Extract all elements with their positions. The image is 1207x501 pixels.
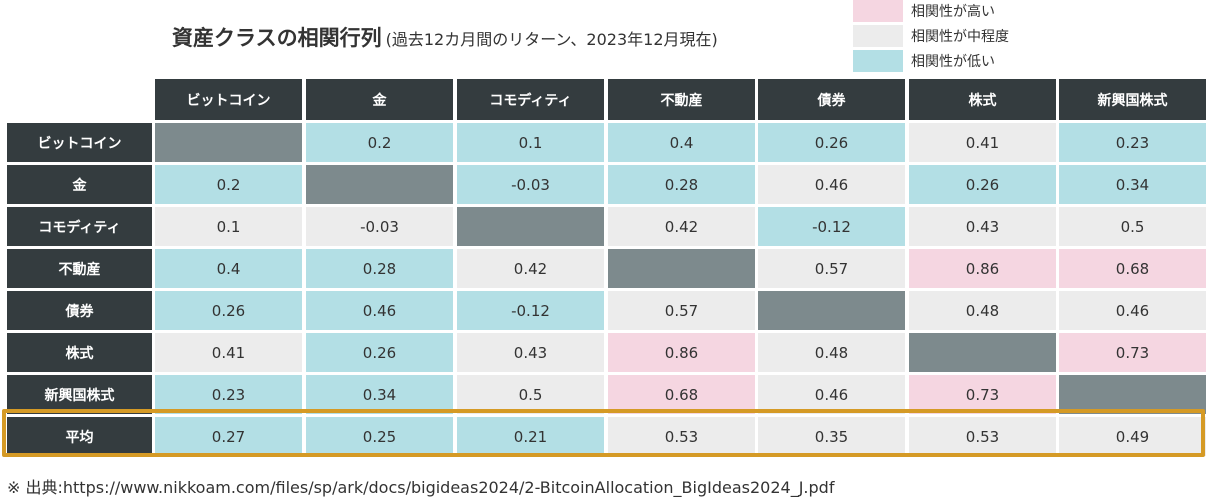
matrix-cell: 0.42: [457, 249, 604, 288]
matrix-cell: 0.26: [758, 123, 905, 162]
row-header: 債券: [7, 291, 152, 330]
matrix-cell: 0.73: [909, 375, 1056, 414]
column-header: ビットコイン: [155, 79, 302, 120]
legend-item-low: 相関性が低い: [853, 50, 1033, 72]
matrix-cell: -0.12: [457, 291, 604, 330]
column-header: 株式: [909, 79, 1056, 120]
row-header: 金: [7, 165, 152, 204]
average-cell: 0.27: [155, 417, 302, 456]
matrix-cell: 0.2: [306, 123, 453, 162]
matrix-cell: 0.26: [306, 333, 453, 372]
matrix-cell: 0.57: [758, 249, 905, 288]
matrix-cell: 0.68: [1059, 249, 1206, 288]
matrix-cell: 0.46: [1059, 291, 1206, 330]
chart-title: 資産クラスの相関行列 (過去12カ月間のリターン、2023年12月現在): [172, 22, 718, 52]
matrix-cell: 0.41: [155, 333, 302, 372]
matrix-cell: 0.5: [457, 375, 604, 414]
matrix-cell: 0.86: [909, 249, 1056, 288]
matrix-cell: 0.57: [608, 291, 755, 330]
chart-title-sub: (過去12カ月間のリターン、2023年12月現在): [385, 30, 718, 49]
matrix-cell: 0.41: [909, 123, 1056, 162]
matrix-cell: 0.46: [306, 291, 453, 330]
legend-swatch-medium: [853, 25, 903, 47]
matrix-cell: 0.42: [608, 207, 755, 246]
matrix-cell: 0.46: [758, 165, 905, 204]
chart-title-main: 資産クラスの相関行列: [172, 26, 382, 50]
column-header: 債券: [758, 79, 905, 120]
legend: 相関性が高い 相関性が中程度 相関性が低い: [853, 0, 1033, 75]
matrix-cell: 0.48: [909, 291, 1056, 330]
matrix-cell-diagonal: [758, 291, 905, 330]
matrix-cell: 0.23: [155, 375, 302, 414]
average-cell: 0.49: [1059, 417, 1206, 456]
average-cell: 0.53: [909, 417, 1056, 456]
matrix-cell: 0.4: [155, 249, 302, 288]
column-header: 金: [306, 79, 453, 120]
column-header: コモディティ: [457, 79, 604, 120]
matrix-cell-diagonal: [1059, 375, 1206, 414]
matrix-cell-diagonal: [306, 165, 453, 204]
legend-label-medium: 相関性が中程度: [911, 29, 1009, 45]
matrix-cell: 0.48: [758, 333, 905, 372]
matrix-cell-diagonal: [457, 207, 604, 246]
matrix-cell: 0.2: [155, 165, 302, 204]
legend-label-high: 相関性が高い: [911, 4, 995, 20]
matrix-cell: 0.28: [306, 249, 453, 288]
matrix-cell: 0.46: [758, 375, 905, 414]
matrix-cell: 0.28: [608, 165, 755, 204]
average-cell: 0.53: [608, 417, 755, 456]
average-cell: 0.35: [758, 417, 905, 456]
matrix-cell: -0.03: [457, 165, 604, 204]
legend-swatch-high: [853, 0, 903, 22]
matrix-cell-diagonal: [155, 123, 302, 162]
matrix-cell: 0.34: [306, 375, 453, 414]
matrix-cell: -0.03: [306, 207, 453, 246]
legend-item-high: 相関性が高い: [853, 0, 1033, 22]
matrix-cell: 0.1: [155, 207, 302, 246]
matrix-cell: 0.1: [457, 123, 604, 162]
source-footnote: ※ 出典:https://www.nikkoam.com/files/sp/ar…: [7, 478, 835, 497]
matrix-cell: 0.43: [909, 207, 1056, 246]
matrix-cell: 0.5: [1059, 207, 1206, 246]
matrix-cell: 0.43: [457, 333, 604, 372]
matrix-cell: 0.4: [608, 123, 755, 162]
column-header: 新興国株式: [1059, 79, 1206, 120]
matrix-cell: 0.34: [1059, 165, 1206, 204]
matrix-cell: 0.86: [608, 333, 755, 372]
matrix-cell: 0.73: [1059, 333, 1206, 372]
average-cell: 0.25: [306, 417, 453, 456]
row-header: 不動産: [7, 249, 152, 288]
matrix-cell: 0.23: [1059, 123, 1206, 162]
row-header: 新興国株式: [7, 375, 152, 414]
row-header: 株式: [7, 333, 152, 372]
average-row-header: 平均: [7, 417, 152, 456]
matrix-cell: -0.12: [758, 207, 905, 246]
legend-swatch-low: [853, 50, 903, 72]
average-row-highlight-frame: [2, 409, 1205, 457]
average-cell: 0.21: [457, 417, 604, 456]
legend-item-medium: 相関性が中程度: [853, 25, 1033, 47]
legend-label-low: 相関性が低い: [911, 54, 995, 70]
row-header: ビットコイン: [7, 123, 152, 162]
matrix-cell: 0.26: [155, 291, 302, 330]
column-header: 不動産: [608, 79, 755, 120]
matrix-cell: 0.68: [608, 375, 755, 414]
matrix-cell: 0.26: [909, 165, 1056, 204]
matrix-cell-diagonal: [909, 333, 1056, 372]
matrix-cell-diagonal: [608, 249, 755, 288]
row-header: コモディティ: [7, 207, 152, 246]
